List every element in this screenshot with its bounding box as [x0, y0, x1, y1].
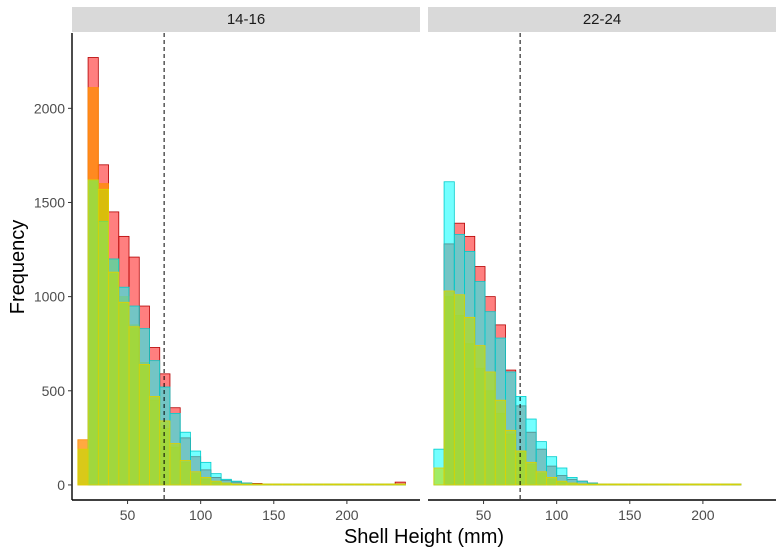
histogram-bar-left-s3-b11 — [190, 471, 202, 486]
histogram-bar-right-s3-b10 — [535, 471, 547, 486]
x-axis-title: Shell Height (mm) — [344, 526, 504, 548]
panel-left: 14-16 — [72, 7, 420, 500]
histogram-bar-right-s3-b28 — [720, 483, 732, 486]
histogram-bar-left-s3-b30 — [384, 483, 396, 486]
histogram-bar-left-s3-b31 — [394, 483, 406, 486]
histogram-bar-left-s3-b8 — [159, 420, 171, 486]
y-tick-label-500: 500 — [42, 383, 66, 399]
histogram-bar-left-s3-b6 — [138, 364, 150, 486]
histogram-bar-right-s3-b24 — [679, 483, 691, 486]
histogram-bar-left-s3-b23 — [312, 483, 324, 486]
histogram-bar-right-s3-b9 — [525, 461, 537, 486]
histogram-bar-left-s3-b4 — [118, 301, 130, 486]
histogram-bar-left-s3-b18 — [261, 483, 273, 486]
histogram-bar-right-s3-b4 — [474, 345, 486, 486]
histogram-bar-left-s3-b17 — [251, 483, 263, 486]
x-tick-label-left-150: 150 — [262, 507, 286, 523]
histogram-bar-right-s3-b19 — [627, 483, 639, 486]
histogram-bar-right-s3-b0 — [433, 467, 445, 486]
histogram-bar-left-s3-b22 — [302, 483, 314, 486]
x-tick-label-right-200: 200 — [691, 507, 715, 523]
histogram-bar-left-s3-b20 — [282, 483, 294, 486]
histogram-bar-right-s3-b14 — [576, 483, 588, 486]
y-tick-label-1500: 1500 — [34, 194, 65, 210]
histogram-bar-right-s3-b5 — [484, 371, 496, 486]
histogram-bar-left-s3-b19 — [271, 483, 283, 486]
strip-background-right — [428, 7, 776, 32]
histogram-bar-right-s3-b18 — [617, 483, 629, 486]
histogram-bar-left-s3-b3 — [108, 271, 120, 486]
x-tick-label-right-50: 50 — [476, 507, 492, 523]
y-tick-label-1000: 1000 — [34, 289, 65, 305]
histogram-bar-right-s3-b1 — [443, 290, 455, 486]
histogram-bar-right-s3-b7 — [505, 429, 517, 486]
y-axis-title: Frequency — [7, 220, 29, 315]
histogram-bar-right-s3-b22 — [658, 483, 670, 486]
histogram-bar-right-s3-b16 — [597, 483, 609, 486]
histogram-bar-left-s3-b25 — [333, 483, 345, 486]
x-tick-label-right-100: 100 — [545, 507, 569, 523]
histogram-bar-left-s3-b26 — [343, 483, 355, 486]
histogram-bar-right-s3-b2 — [453, 294, 465, 486]
histogram-bar-right-s3-b21 — [648, 483, 660, 486]
x-axis-ticks: 50 100 150 200 50 100 150 200 — [120, 500, 715, 523]
histogram-bar-left-s3-b1 — [87, 179, 99, 486]
histogram-bar-left-s3-b21 — [292, 483, 304, 486]
y-axis-ticks: 0 500 1000 1500 2000 — [34, 100, 72, 493]
histogram-bar-left-s3-b2 — [97, 188, 109, 486]
histogram-bar-left-s3-b7 — [149, 396, 161, 486]
histogram-bar-right-s3-b15 — [586, 483, 599, 486]
x-tick-label-left-200: 200 — [335, 507, 359, 523]
histogram-bar-right-s3-b13 — [566, 482, 578, 486]
strip-label-left: 14-16 — [227, 11, 265, 28]
histogram-bar-right-s3-b8 — [515, 450, 527, 486]
histogram-bar-right-s3-b29 — [730, 483, 742, 486]
histogram-bar-right-s3-b12 — [556, 480, 568, 486]
histogram-bar-left-s3-b27 — [353, 483, 365, 486]
strip-label-right: 22-24 — [583, 11, 621, 28]
histogram-bar-left-s3-b14 — [220, 482, 232, 486]
histogram-bar-right-s3-b3 — [464, 316, 476, 486]
y-tick-label-2000: 2000 — [34, 100, 65, 116]
histogram-bar-left-s3-b13 — [210, 480, 222, 486]
x-tick-label-right-150: 150 — [618, 507, 642, 523]
histogram-bar-right-s3-b11 — [546, 476, 558, 486]
y-tick-label-0: 0 — [57, 477, 65, 493]
histogram-bar-left-s3-b5 — [128, 326, 140, 486]
histogram-bar-right-s3-b6 — [494, 399, 506, 486]
histogram-bar-right-s3-b20 — [638, 483, 650, 486]
histogram-bar-left-s3-b15 — [230, 483, 243, 486]
panel-right: 22-24 — [428, 7, 776, 500]
x-tick-label-left-50: 50 — [120, 507, 136, 523]
histogram-bar-right-s3-b26 — [699, 483, 711, 486]
histogram-bar-left-s3-b9 — [169, 443, 181, 486]
histogram-bar-right-s3-b27 — [709, 483, 721, 486]
histogram-bar-left-s3-b12 — [200, 476, 212, 486]
x-tick-label-left-100: 100 — [189, 507, 213, 523]
histogram-bar-left-s3-b28 — [364, 483, 376, 486]
histogram-bar-right-s3-b23 — [668, 483, 680, 486]
histogram-bar-right-s3-b25 — [689, 483, 701, 486]
bars-left — [77, 57, 406, 486]
histogram-bar-left-s3-b10 — [179, 460, 191, 486]
histogram-bar-left-s3-b29 — [374, 483, 386, 486]
histogram-bar-left-s3-b16 — [241, 483, 253, 486]
histogram-bar-right-s3-b17 — [607, 483, 619, 486]
bars-right — [433, 181, 742, 486]
histogram-bar-left-s3-b0 — [77, 448, 89, 486]
histogram-bar-left-s3-b24 — [323, 483, 335, 486]
strip-background-left — [72, 7, 420, 32]
